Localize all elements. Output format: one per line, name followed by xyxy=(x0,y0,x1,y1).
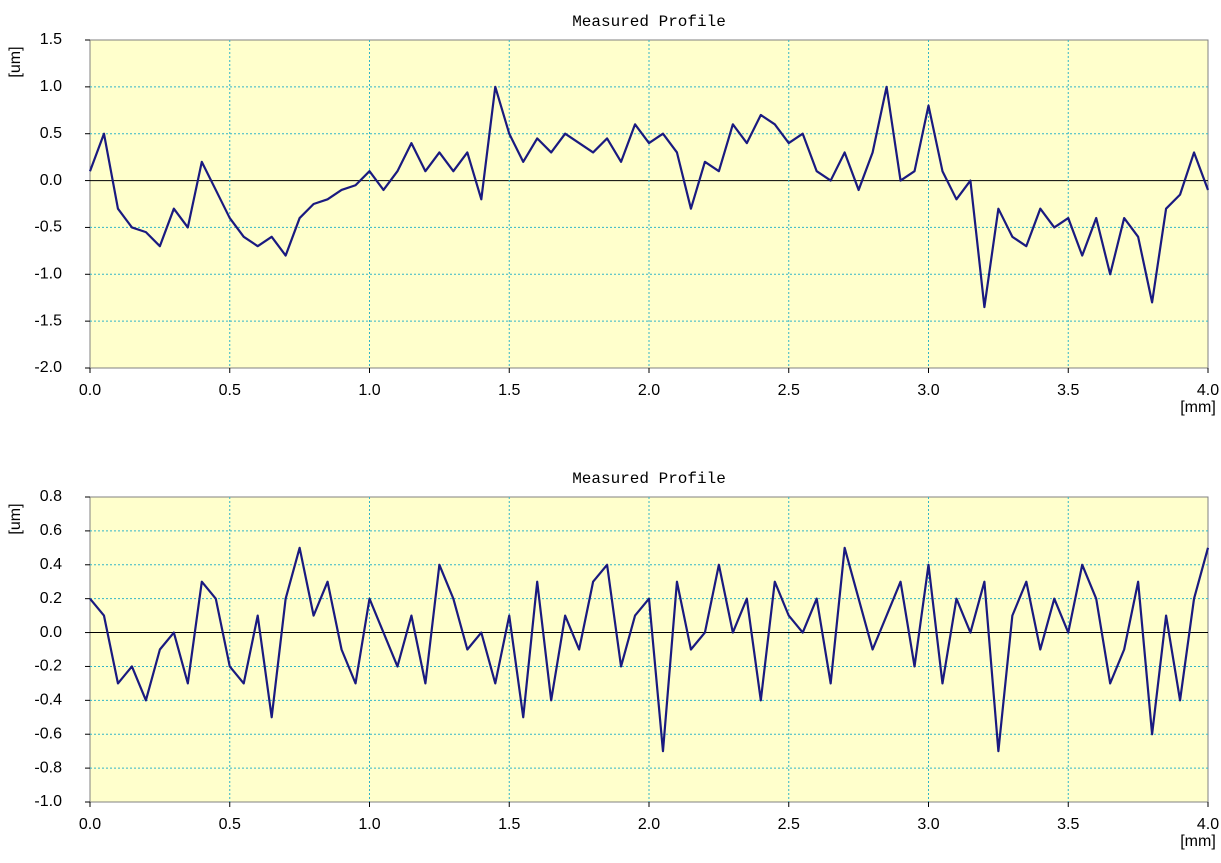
x-tick-label: 1.5 xyxy=(498,382,520,399)
y-tick-label: 1.0 xyxy=(40,78,62,95)
x-tick-label: 2.0 xyxy=(638,382,660,399)
x-tick-label: 4.0 xyxy=(1197,816,1219,833)
y-tick-label: -0.5 xyxy=(34,219,62,236)
x-tick-label: 2.0 xyxy=(638,816,660,833)
x-tick-label: 0.0 xyxy=(79,382,101,399)
x-tick-label: 1.0 xyxy=(358,382,380,399)
x-tick-label: 1.0 xyxy=(358,816,380,833)
y-tick-label: -0.2 xyxy=(34,658,62,675)
y-tick-label: -0.8 xyxy=(34,759,62,776)
y-tick-label: -2.0 xyxy=(34,359,62,376)
x-tick-label: 3.5 xyxy=(1057,382,1079,399)
profile-line xyxy=(88,85,1210,309)
x-tick-label: 3.5 xyxy=(1057,816,1079,833)
y-tick-label: -1.0 xyxy=(34,793,62,810)
y-tick-label: 1.5 xyxy=(40,31,62,48)
y-tick-label: 0.2 xyxy=(40,590,62,607)
x-tick-label: 2.5 xyxy=(778,816,800,833)
y-axis-label: [um] xyxy=(7,46,24,77)
x-tick-label: 3.0 xyxy=(917,816,939,833)
y-tick-label: 0.6 xyxy=(40,522,62,539)
x-tick-label: 0.0 xyxy=(79,816,101,833)
y-tick-label: 0.0 xyxy=(40,172,62,189)
chart-title: Measured Profile xyxy=(572,13,726,31)
y-axis-label: [um] xyxy=(7,503,24,534)
x-tick-label: 3.0 xyxy=(917,382,939,399)
y-tick-label: 0.4 xyxy=(40,556,62,573)
x-axis-label: [mm] xyxy=(1180,833,1216,850)
y-tick-label: 0.0 xyxy=(40,624,62,641)
y-tick-label: 0.8 xyxy=(40,488,62,505)
y-tick-label: -0.6 xyxy=(34,725,62,742)
profile-line xyxy=(89,546,1210,753)
y-tick-label: -1.0 xyxy=(34,266,62,283)
y-tick-label: 0.5 xyxy=(40,125,62,142)
x-tick-label: 0.5 xyxy=(219,816,241,833)
x-axis-label: [mm] xyxy=(1180,399,1216,416)
x-tick-label: 0.5 xyxy=(219,382,241,399)
x-tick-label: 1.5 xyxy=(498,816,520,833)
chart-title: Measured Profile xyxy=(572,470,726,488)
x-tick-label: 4.0 xyxy=(1197,382,1219,399)
y-tick-label: -0.4 xyxy=(34,692,62,709)
x-tick-label: 2.5 xyxy=(778,382,800,399)
y-tick-label: -1.5 xyxy=(34,312,62,329)
